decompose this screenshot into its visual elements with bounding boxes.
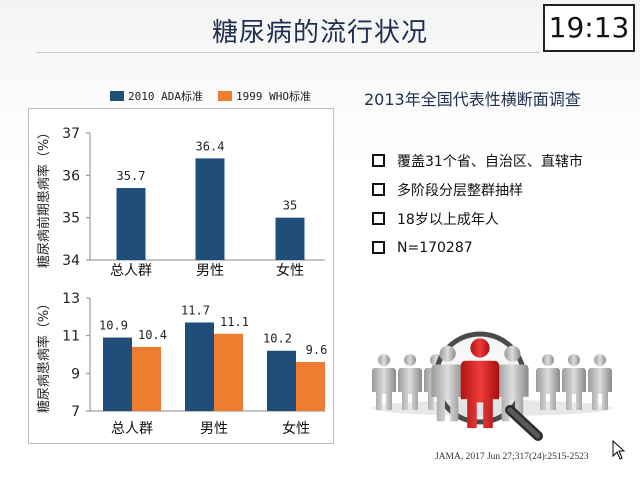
bullet-text: N=170287 bbox=[397, 239, 473, 256]
y-tick-label: 9 bbox=[71, 366, 80, 382]
checkbox-icon bbox=[372, 241, 385, 254]
legend-swatch-who bbox=[218, 91, 232, 101]
bar-value-label: 11.1 bbox=[220, 315, 249, 329]
x-category-label: 女性 bbox=[282, 420, 310, 437]
x-category-label: 总人群 bbox=[111, 421, 153, 437]
y-tick-label: 36 bbox=[62, 168, 80, 184]
bullet-item: 覆盖31个省、自治区、直辖市 bbox=[372, 146, 583, 175]
title-divider bbox=[36, 52, 540, 53]
bar bbox=[267, 350, 296, 411]
y-tick-label: 11 bbox=[62, 329, 80, 345]
bar-value-label: 11.7 bbox=[181, 303, 210, 317]
population-sampling-illustration-icon bbox=[372, 331, 612, 441]
y-axis-title: 糖尿病患病率（%） bbox=[36, 297, 52, 413]
bar bbox=[185, 322, 214, 411]
timer-display: 19:13 bbox=[543, 4, 635, 52]
survey-bullet-list: 覆盖31个省、自治区、直辖市 多阶段分层整群抽样 18岁以上成年人 N=1702… bbox=[372, 146, 583, 262]
bar-value-label: 35 bbox=[283, 199, 297, 213]
y-tick-label: 13 bbox=[62, 291, 80, 307]
x-category-label: 女性 bbox=[276, 262, 304, 279]
bar bbox=[195, 158, 225, 260]
legend-swatch-ada bbox=[110, 91, 124, 101]
bullet-text: 18岁以上成年人 bbox=[397, 211, 499, 228]
bar bbox=[275, 217, 305, 260]
x-category-label: 男性 bbox=[200, 421, 228, 437]
bullet-item: 18岁以上成年人 bbox=[372, 204, 583, 233]
checkbox-icon bbox=[372, 183, 385, 196]
legend-item-who: 1999 WHO标准 bbox=[218, 88, 311, 104]
legend-item-ada: 2010 ADA标准 bbox=[110, 88, 203, 104]
bar-value-label: 35.7 bbox=[117, 169, 146, 183]
bullet-text: 多阶段分层整群抽样 bbox=[397, 182, 523, 199]
bar-value-label: 10.9 bbox=[99, 319, 128, 333]
legend-label-who: 1999 WHO标准 bbox=[236, 90, 311, 103]
y-tick-label: 34 bbox=[62, 253, 80, 269]
y-tick-label: 35 bbox=[62, 211, 80, 227]
x-category-label: 男性 bbox=[196, 263, 224, 279]
bar bbox=[214, 333, 243, 411]
y-axis-title: 糖尿病前期患病率（%） bbox=[36, 126, 52, 268]
survey-title: 2013年全国代表性横断面调查 bbox=[364, 90, 581, 109]
checkbox-icon bbox=[372, 154, 385, 167]
bar-value-label: 10.4 bbox=[138, 328, 167, 342]
bullet-item: 多阶段分层整群抽样 bbox=[372, 175, 583, 204]
bullet-item: N=170287 bbox=[372, 233, 583, 262]
citation: JAMA, 2017 Jun 27;317(24):2515-2523 bbox=[435, 452, 589, 462]
y-tick-label: 37 bbox=[62, 126, 80, 142]
bullet-text: 覆盖31个省、自治区、直辖市 bbox=[397, 153, 583, 170]
x-category-label: 总人群 bbox=[110, 263, 152, 279]
bar-value-label: 36.4 bbox=[196, 139, 225, 153]
bar bbox=[132, 346, 161, 411]
mouse-cursor-icon bbox=[612, 440, 626, 460]
bar bbox=[296, 362, 325, 411]
bar bbox=[103, 337, 132, 411]
checkbox-icon bbox=[372, 212, 385, 225]
bar-value-label: 10.2 bbox=[263, 332, 292, 346]
legend-label-ada: 2010 ADA标准 bbox=[128, 90, 203, 103]
page-title: 糖尿病的流行状况 bbox=[211, 18, 428, 48]
bar-value-label: 9.6 bbox=[306, 343, 328, 357]
bar bbox=[116, 188, 146, 260]
y-tick-label: 7 bbox=[71, 404, 80, 420]
